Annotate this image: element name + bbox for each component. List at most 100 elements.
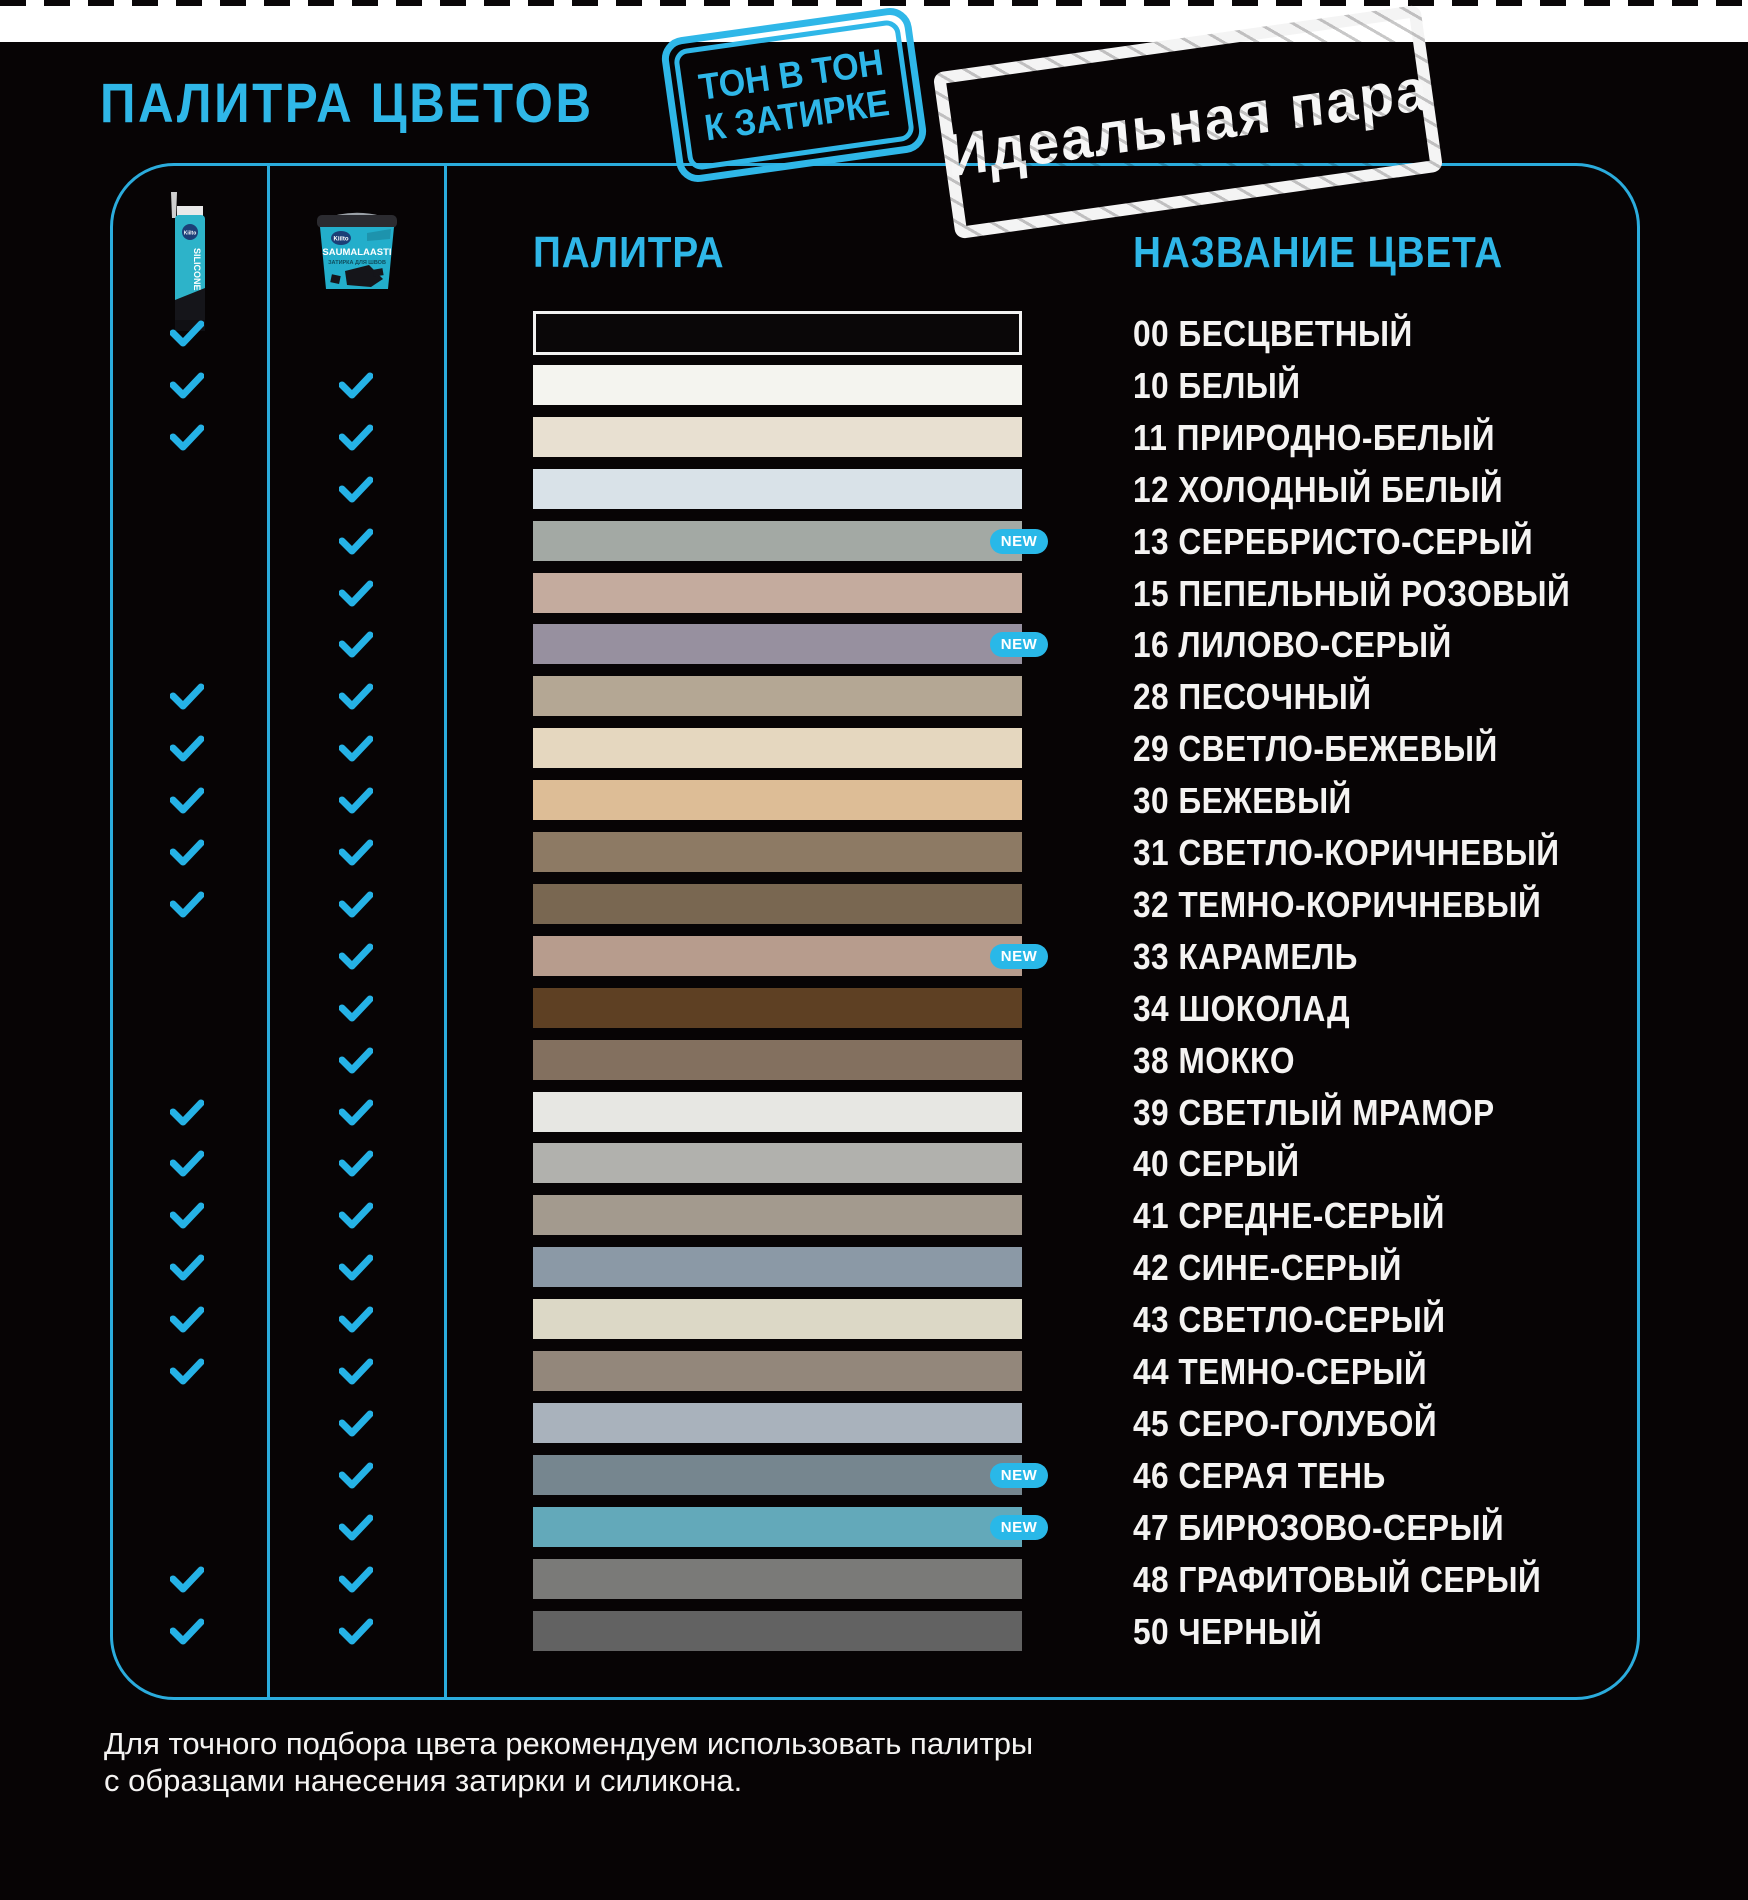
check-icon-grout-32 xyxy=(339,891,373,918)
color-name-11: 11 ПРИРОДНО-БЕЛЫЙ xyxy=(1133,417,1495,458)
new-badge-47: NEW xyxy=(990,1515,1048,1540)
new-badge-16: NEW xyxy=(990,632,1048,657)
top-edge-dashes xyxy=(0,0,1748,6)
check-icon-grout-13 xyxy=(339,528,373,555)
color-swatch-46 xyxy=(533,1455,1022,1495)
color-swatch-44 xyxy=(533,1351,1022,1391)
check-icon-grout-29 xyxy=(339,735,373,762)
color-name-45: 45 СЕРО-ГОЛУБОЙ xyxy=(1133,1403,1438,1444)
check-icon-grout-39 xyxy=(339,1099,373,1126)
check-icon-grout-43 xyxy=(339,1306,373,1333)
color-swatch-40 xyxy=(533,1143,1022,1183)
color-name-13: 13 СЕРЕБРИСТО-СЕРЫЙ xyxy=(1133,521,1534,562)
check-icon-grout-11 xyxy=(339,424,373,451)
check-icon-silicone-48 xyxy=(170,1566,204,1593)
color-name-39: 39 СВЕТЛЫЙ МРАМОР xyxy=(1133,1092,1495,1133)
bucket-sublabel-text: ЗАТИРКА ДЛЯ ШВОВ xyxy=(328,260,386,266)
check-icon-grout-40 xyxy=(339,1150,373,1177)
check-icon-silicone-50 xyxy=(170,1618,204,1645)
color-swatch-34 xyxy=(533,988,1022,1028)
color-swatch-39 xyxy=(533,1092,1022,1132)
check-icon-silicone-39 xyxy=(170,1099,204,1126)
check-icon-grout-45 xyxy=(339,1410,373,1437)
silicone-cartridge-image: Kiilto SILICONE xyxy=(171,192,205,331)
check-icon-grout-41 xyxy=(339,1202,373,1229)
color-swatch-29 xyxy=(533,728,1022,768)
check-icon-grout-42 xyxy=(339,1254,373,1281)
check-icon-silicone-11 xyxy=(170,424,204,451)
check-icon-grout-12 xyxy=(339,476,373,503)
check-icon-grout-48 xyxy=(339,1566,373,1593)
color-name-31: 31 СВЕТЛО-КОРИЧНЕВЫЙ xyxy=(1133,832,1560,873)
color-name-50: 50 ЧЕРНЫЙ xyxy=(1133,1611,1323,1652)
color-name-46: 46 СЕРАЯ ТЕНЬ xyxy=(1133,1455,1386,1496)
color-swatch-31 xyxy=(533,832,1022,872)
footer-note-line2: с образцами нанесения затирки и силикона… xyxy=(104,1763,743,1798)
color-name-47: 47 БИРЮЗОВО-СЕРЫЙ xyxy=(1133,1507,1505,1548)
column-divider-grout xyxy=(444,163,447,1700)
cartridge-label-text: SILICONE xyxy=(192,248,202,291)
color-name-10: 10 БЕЛЫЙ xyxy=(1133,365,1301,406)
color-name-34: 34 ШОКОЛАД xyxy=(1133,988,1350,1029)
color-swatch-15 xyxy=(533,573,1022,613)
color-name-48: 48 ГРАФИТОВЫЙ СЕРЫЙ xyxy=(1133,1559,1542,1600)
color-swatch-48 xyxy=(533,1559,1022,1599)
palette-table-frame xyxy=(110,163,1640,1700)
check-icon-grout-38 xyxy=(339,1047,373,1074)
check-icon-silicone-32 xyxy=(170,891,204,918)
check-icon-grout-10 xyxy=(339,372,373,399)
color-swatch-12 xyxy=(533,469,1022,509)
check-icon-silicone-10 xyxy=(170,372,204,399)
new-badge-13: NEW xyxy=(990,529,1048,554)
color-swatch-00 xyxy=(533,311,1022,355)
color-name-44: 44 ТЕМНО-СЕРЫЙ xyxy=(1133,1351,1428,1392)
check-icon-silicone-30 xyxy=(170,787,204,814)
new-badge-33: NEW xyxy=(990,944,1048,969)
check-icon-grout-46 xyxy=(339,1462,373,1489)
svg-text:Kiilto: Kiilto xyxy=(334,237,349,243)
color-name-28: 28 ПЕСОЧНЫЙ xyxy=(1133,676,1372,717)
check-icon-silicone-31 xyxy=(170,839,204,866)
color-swatch-47 xyxy=(533,1507,1022,1547)
perfect-pair-stamp-text: Идеальная пара xyxy=(944,54,1432,190)
color-name-42: 42 СИНЕ-СЕРЫЙ xyxy=(1133,1247,1402,1288)
color-name-00: 00 БЕСЦВЕТНЫЙ xyxy=(1133,313,1413,354)
check-icon-grout-33 xyxy=(339,943,373,970)
check-icon-grout-30 xyxy=(339,787,373,814)
color-swatch-41 xyxy=(533,1195,1022,1235)
check-icon-silicone-40 xyxy=(170,1150,204,1177)
footer-note-line1: Для точного подбора цвета рекомендуем ис… xyxy=(104,1726,1034,1761)
color-name-29: 29 СВЕТЛО-БЕЖЕВЫЙ xyxy=(1133,728,1498,769)
check-icon-grout-34 xyxy=(339,995,373,1022)
check-icon-silicone-29 xyxy=(170,735,204,762)
color-name-40: 40 СЕРЫЙ xyxy=(1133,1143,1300,1184)
top-white-band xyxy=(0,0,1748,42)
grout-bucket-image: Kiilto SAUMALAASTI ЗАТИРКА ДЛЯ ШВОВ xyxy=(317,212,397,289)
color-name-15: 15 ПЕПЕЛЬНЫЙ РОЗОВЫЙ xyxy=(1133,573,1571,614)
check-icon-grout-16 xyxy=(339,631,373,658)
color-name-12: 12 ХОЛОДНЫЙ БЕЛЫЙ xyxy=(1133,469,1504,510)
check-icon-silicone-28 xyxy=(170,683,204,710)
color-swatch-33 xyxy=(533,936,1022,976)
check-icon-silicone-42 xyxy=(170,1254,204,1281)
check-icon-silicone-41 xyxy=(170,1202,204,1229)
color-swatch-13 xyxy=(533,521,1022,561)
color-name-30: 30 БЕЖЕВЫЙ xyxy=(1133,780,1352,821)
color-name-32: 32 ТЕМНО-КОРИЧНЕВЫЙ xyxy=(1133,884,1542,925)
color-swatch-42 xyxy=(533,1247,1022,1287)
color-swatch-16 xyxy=(533,624,1022,664)
new-badge-46: NEW xyxy=(990,1463,1048,1488)
check-icon-silicone-44 xyxy=(170,1358,204,1385)
color-name-38: 38 МОККО xyxy=(1133,1040,1295,1081)
check-icon-silicone-00 xyxy=(170,320,204,347)
color-name-33: 33 КАРАМЕЛЬ xyxy=(1133,936,1358,977)
check-icon-silicone-43 xyxy=(170,1306,204,1333)
check-icon-grout-47 xyxy=(339,1514,373,1541)
svg-text:Kiilto: Kiilto xyxy=(184,231,197,237)
color-name-16: 16 ЛИЛОВО-СЕРЫЙ xyxy=(1133,624,1452,665)
color-name-column-header: НАЗВАНИЕ ЦВЕТА xyxy=(1133,228,1504,277)
check-icon-grout-28 xyxy=(339,683,373,710)
check-icon-grout-50 xyxy=(339,1618,373,1645)
color-swatch-30 xyxy=(533,780,1022,820)
